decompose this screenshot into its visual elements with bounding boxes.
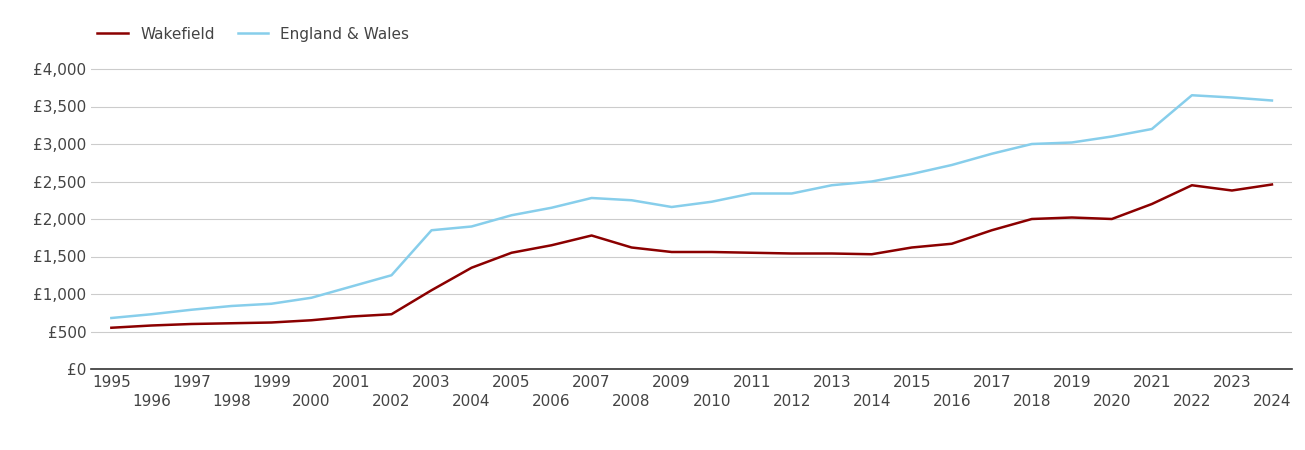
England & Wales [424, 228, 440, 233]
Wakefield [223, 320, 239, 326]
England & Wales [944, 162, 959, 168]
Line: Wakefield: Wakefield [111, 184, 1272, 328]
England & Wales [384, 273, 399, 278]
England & Wales [184, 307, 200, 312]
England & Wales [784, 191, 800, 196]
England & Wales [504, 212, 519, 218]
England & Wales [1024, 141, 1040, 147]
England & Wales [864, 179, 880, 184]
Wakefield [103, 325, 119, 330]
England & Wales [703, 199, 719, 204]
England & Wales [1184, 93, 1199, 98]
Wakefield [1184, 183, 1199, 188]
Wakefield [1064, 215, 1079, 220]
England & Wales [624, 198, 639, 203]
Wakefield [304, 318, 320, 323]
Wakefield [864, 252, 880, 257]
Wakefield [624, 245, 639, 250]
Wakefield [784, 251, 800, 256]
Wakefield [264, 320, 279, 325]
England & Wales [544, 205, 560, 211]
Wakefield [904, 245, 920, 250]
England & Wales [463, 224, 479, 229]
Line: England & Wales: England & Wales [111, 95, 1272, 318]
England & Wales [1104, 134, 1120, 139]
England & Wales [744, 191, 760, 196]
Wakefield [583, 233, 599, 238]
Wakefield [703, 249, 719, 255]
England & Wales [103, 315, 119, 321]
Wakefield [1104, 216, 1120, 222]
England & Wales [1144, 126, 1160, 132]
Wakefield [424, 288, 440, 293]
England & Wales [1064, 140, 1079, 145]
England & Wales [1265, 98, 1280, 103]
Wakefield [184, 321, 200, 327]
England & Wales [984, 151, 1000, 157]
Wakefield [1265, 182, 1280, 187]
England & Wales [264, 301, 279, 306]
Legend: Wakefield, England & Wales: Wakefield, England & Wales [91, 21, 415, 48]
England & Wales [144, 311, 159, 317]
Wakefield [664, 249, 680, 255]
Wakefield [944, 241, 959, 247]
England & Wales [304, 295, 320, 301]
Wakefield [744, 250, 760, 256]
Wakefield [504, 250, 519, 256]
Wakefield [384, 311, 399, 317]
Wakefield [1224, 188, 1240, 193]
Wakefield [823, 251, 839, 256]
England & Wales [223, 303, 239, 309]
England & Wales [1224, 95, 1240, 100]
England & Wales [823, 183, 839, 188]
England & Wales [664, 204, 680, 210]
England & Wales [583, 195, 599, 201]
Wakefield [984, 228, 1000, 233]
Wakefield [1144, 201, 1160, 207]
Wakefield [463, 265, 479, 270]
Wakefield [544, 243, 560, 248]
Wakefield [144, 323, 159, 328]
England & Wales [343, 284, 359, 289]
Wakefield [343, 314, 359, 319]
Wakefield [1024, 216, 1040, 222]
England & Wales [904, 171, 920, 177]
